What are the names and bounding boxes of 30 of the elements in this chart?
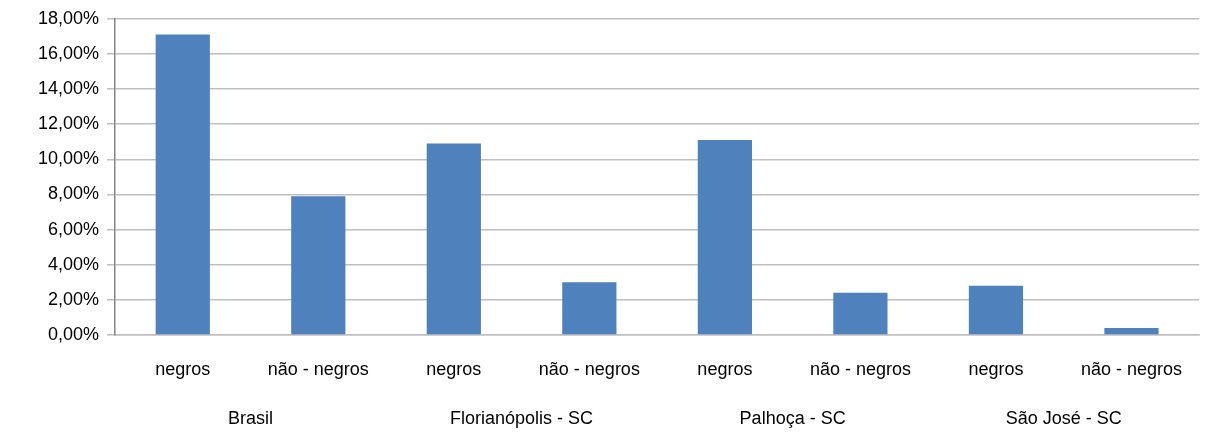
y-tick-label: 10,00% [37,148,99,169]
y-tick-label: 8,00% [47,183,99,204]
bar [155,34,210,335]
y-tick-label: 12,00% [37,113,99,134]
bar [426,143,481,335]
x-tick-label: negros [697,358,753,379]
y-tick-label: 16,00% [37,42,99,63]
bar [562,282,617,335]
text: Palhoça - SC [739,407,846,428]
x-tick-label: não - negros [809,358,911,379]
text: Brasil [228,407,274,428]
text: Florianópolis - SC [450,407,594,428]
y-tick-label: 6,00% [47,218,99,239]
y-tick-label: 2,00% [47,288,99,309]
bar [968,285,1024,335]
bar [1104,327,1159,335]
y-tick-label: 14,00% [37,78,99,99]
bar [697,140,752,335]
y-tick-label: 18,00% [37,7,99,28]
y-tick-label: 4,00% [47,253,99,274]
x-tick-label: não - negros [1080,358,1183,379]
x-tick-label: não - negros [267,358,369,379]
x-tick-label: negros [155,358,211,379]
text: São José - SC [1005,407,1122,428]
x-tick-label: negros [968,358,1024,379]
x-tick-label: negros [426,358,482,379]
x-tick-label: não - negros [538,358,640,379]
bar [833,292,888,335]
y-tick-label: 0,00% [47,323,99,344]
bar [291,196,346,335]
